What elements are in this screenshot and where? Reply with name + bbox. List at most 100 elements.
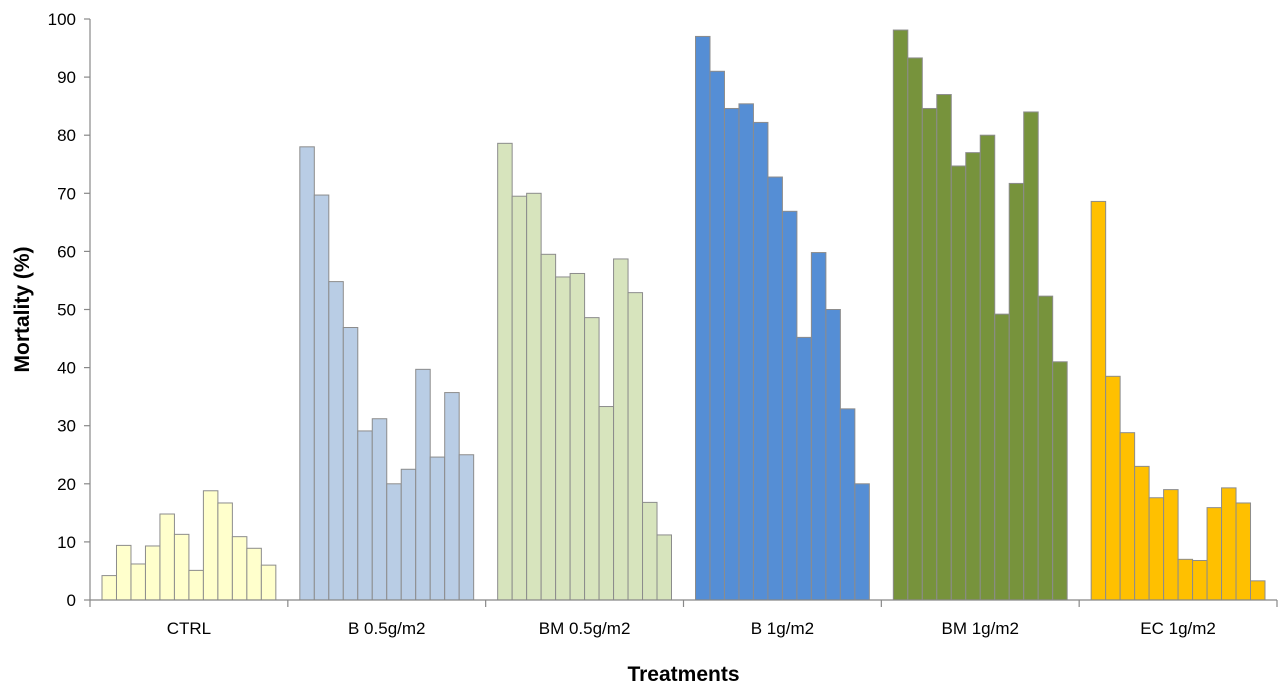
bar	[892, 29, 909, 601]
bar	[1177, 558, 1194, 601]
bar	[723, 107, 740, 601]
bar	[950, 165, 967, 601]
bar	[1090, 200, 1107, 601]
x-tick-label: BM 1g/m2	[942, 619, 1019, 638]
y-tick-label: 20	[57, 475, 76, 494]
bar-group-bm-0-5g-m2	[497, 142, 673, 601]
bar	[444, 392, 460, 601]
y-tick-label: 100	[48, 10, 76, 29]
bar	[709, 70, 725, 601]
bar-group-b-0-5g-m2	[299, 146, 475, 601]
bar	[144, 545, 161, 601]
x-tick-label: BM 0.5g/m2	[539, 619, 631, 638]
bar	[994, 313, 1010, 601]
bar	[429, 456, 446, 601]
bar	[695, 35, 711, 601]
bar	[1023, 111, 1039, 601]
x-tick-label: EC 1g/m2	[1140, 619, 1216, 638]
axes-layer: 0 10 20 30 40 50 60 70 80 90 100 CTRL B 0.5g/m2 BM 0.…	[48, 10, 1278, 638]
bar	[1192, 559, 1208, 601]
bar	[979, 134, 996, 601]
bar	[400, 468, 417, 601]
bar	[342, 327, 359, 601]
bar	[1221, 487, 1237, 601]
y-tick-label: 10	[57, 533, 76, 552]
bar	[415, 368, 431, 601]
bar-group-ctrl	[101, 490, 277, 601]
bar	[526, 192, 542, 601]
x-tick-label: B 0.5g/m2	[348, 619, 426, 638]
x-axis-title: Treatments	[627, 663, 739, 686]
bar	[627, 292, 644, 601]
bar	[555, 276, 571, 601]
y-axis-title: Mortality (%)	[11, 247, 34, 373]
bar	[159, 513, 175, 601]
bar	[767, 176, 783, 601]
bar	[1163, 489, 1179, 601]
bar	[569, 272, 586, 601]
bar	[1119, 432, 1136, 601]
bar	[1206, 507, 1223, 601]
bar	[313, 194, 330, 601]
bar	[642, 501, 658, 601]
bar	[188, 569, 204, 601]
y-tick-label: 30	[57, 417, 76, 436]
bar	[246, 547, 262, 601]
bar-group-bm-1g-m2	[892, 29, 1068, 601]
bar	[497, 142, 513, 601]
bar	[921, 107, 938, 601]
bar	[656, 534, 673, 601]
bar	[810, 252, 827, 601]
bar	[738, 103, 754, 601]
bar	[231, 536, 248, 601]
bars-layer	[101, 29, 1266, 601]
bar	[173, 533, 190, 601]
bar	[613, 258, 629, 601]
y-tick-label: 70	[57, 184, 76, 203]
bar	[1008, 182, 1025, 601]
bar	[839, 408, 856, 601]
x-tick-label: CTRL	[167, 619, 211, 638]
bar	[328, 281, 344, 601]
y-tick-label: 40	[57, 359, 76, 378]
bar-group-ec-1g-m2	[1090, 200, 1266, 601]
bar	[752, 121, 769, 601]
bar	[1250, 580, 1266, 601]
bar	[511, 195, 528, 601]
y-tick-label: 0	[67, 591, 76, 610]
bar	[781, 210, 798, 601]
bar	[584, 317, 600, 601]
bar	[371, 418, 388, 601]
y-tick-label: 80	[57, 126, 76, 145]
bar	[115, 544, 132, 601]
bar	[907, 57, 923, 601]
bar	[936, 94, 952, 601]
bar	[458, 454, 475, 601]
bar	[540, 253, 557, 601]
bar	[260, 564, 277, 601]
bar	[1052, 361, 1068, 601]
y-tick-label: 90	[57, 68, 76, 87]
bar	[854, 483, 870, 601]
y-tick-label: 60	[57, 242, 76, 261]
bar	[202, 490, 219, 601]
bar	[1235, 502, 1252, 601]
bar	[965, 152, 981, 601]
bar	[825, 309, 841, 601]
bar	[299, 146, 315, 601]
bar	[357, 430, 373, 601]
bar	[217, 502, 233, 601]
bar	[1105, 375, 1121, 601]
bar	[386, 483, 402, 601]
bar	[1037, 295, 1054, 601]
bar	[130, 563, 146, 601]
y-tick-label: 50	[57, 301, 76, 320]
x-tick-label: B 1g/m2	[751, 619, 814, 638]
bar	[796, 336, 812, 601]
bar	[101, 575, 117, 601]
bar	[1148, 497, 1165, 601]
bar-group-b-1g-m2	[695, 35, 870, 601]
bar	[1134, 465, 1150, 601]
bar	[598, 406, 615, 601]
